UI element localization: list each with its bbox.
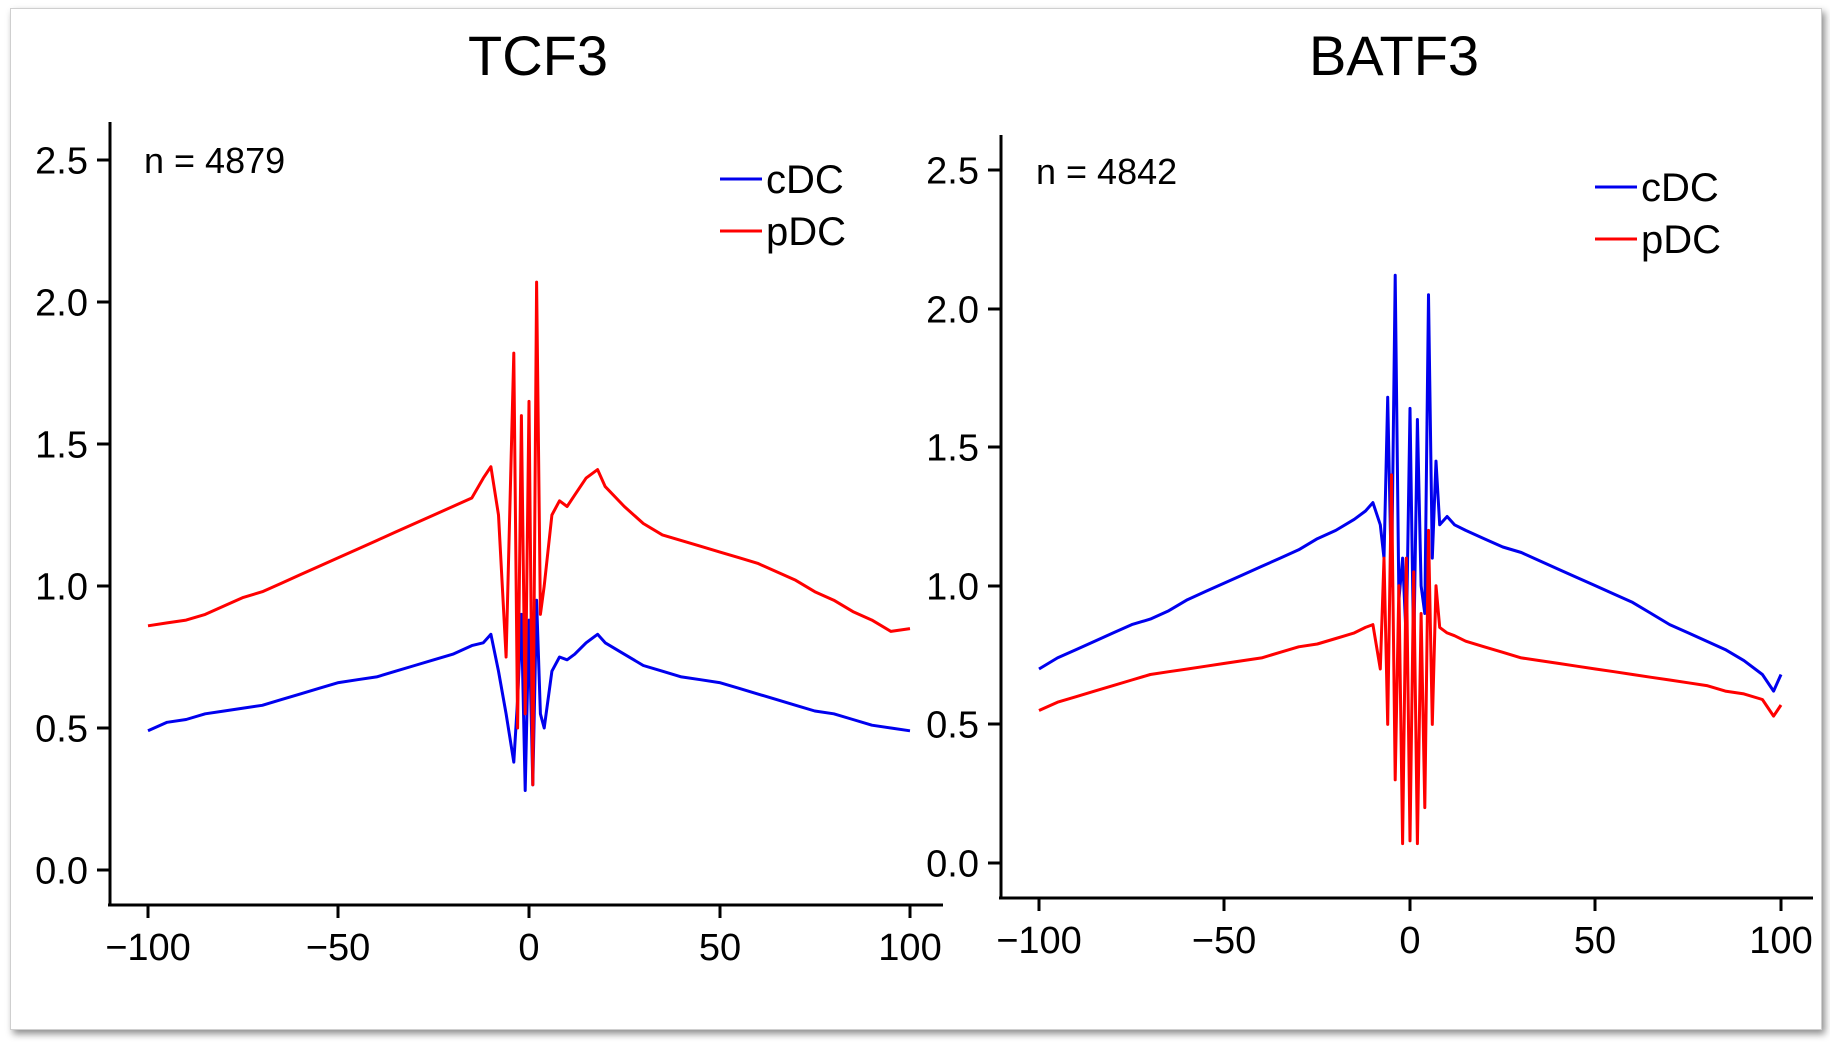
x-tick-label: 50 (1574, 920, 1616, 962)
y-tick-label: 2.0 (926, 289, 979, 331)
y-tick-label: 0.5 (926, 704, 979, 746)
y-tick-label: 1.0 (926, 566, 979, 608)
y-tick: 2.0 (926, 289, 1001, 331)
y-tick: 1.5 (35, 424, 110, 466)
chart-batf3: BATF3 0.0 0.5 1.0 1.5 2.0 (926, 24, 1813, 962)
x-tick-label: 50 (699, 927, 741, 969)
figure-frame (10, 8, 1822, 1030)
plot-lines (1038, 273, 1783, 846)
y-tick-label: 2.5 (35, 140, 88, 182)
chart-title: TCF3 (468, 24, 608, 87)
x-tick-label: −100 (105, 927, 191, 969)
x-axis: −100 −50 0 50 100 (105, 905, 942, 969)
x-tick-label: 0 (518, 927, 539, 969)
y-tick: 1.0 (35, 566, 110, 608)
y-axis: 0.0 0.5 1.0 1.5 2.0 2.5 (926, 150, 1001, 885)
y-tick-label: 1.5 (926, 427, 979, 469)
x-tick: 50 (1574, 898, 1616, 962)
y-tick: 1.0 (926, 566, 1001, 608)
chart-tcf3: TCF3 0.0 0.5 1.0 1.5 2.0 (35, 24, 943, 969)
sample-size-annotation: n = 4879 (144, 140, 285, 181)
y-tick: 2.5 (35, 140, 110, 182)
y-tick: 0.5 (926, 704, 1001, 746)
series-line-cdc (1038, 273, 1783, 693)
y-tick-label: 0.5 (35, 708, 88, 750)
y-tick: 2.0 (35, 282, 110, 324)
y-tick: 0.0 (926, 843, 1001, 885)
x-tick-label: 100 (1749, 920, 1812, 962)
x-tick-label: −50 (1192, 920, 1256, 962)
legend-label-pdc: pDC (766, 210, 846, 254)
x-axis: −100 −50 0 50 100 (996, 898, 1813, 962)
x-tick: 0 (1399, 898, 1421, 962)
x-tick-label: 100 (878, 927, 941, 969)
legend-label-pdc: pDC (1641, 218, 1721, 262)
x-tick: 100 (878, 905, 942, 969)
x-tick: 50 (699, 905, 741, 969)
x-tick-label: −100 (996, 920, 1082, 962)
y-tick-label: 2.0 (35, 282, 88, 324)
y-tick-label: 0.0 (35, 850, 88, 892)
x-tick: −100 (996, 898, 1082, 962)
x-tick: −100 (105, 905, 191, 969)
y-tick: 1.5 (926, 427, 1001, 469)
y-tick-label: 0.0 (926, 843, 979, 885)
x-tick: 100 (1749, 898, 1813, 962)
series-line-pdc (147, 280, 911, 787)
legend: cDC pDC (1595, 166, 1721, 262)
y-axis: 0.0 0.5 1.0 1.5 2.0 2.5 (35, 140, 110, 892)
y-tick-label: 1.0 (35, 566, 88, 608)
series-line-pdc (1038, 473, 1783, 846)
y-tick: 0.5 (35, 708, 110, 750)
legend-label-cdc: cDC (1641, 166, 1719, 210)
y-tick-label: 2.5 (926, 150, 979, 192)
x-tick: −50 (306, 905, 370, 969)
series-line-cdc (147, 598, 911, 792)
x-tick-label: −50 (306, 927, 370, 969)
sample-size-annotation: n = 4842 (1036, 151, 1177, 192)
y-tick-label: 1.5 (35, 424, 88, 466)
x-tick: −50 (1192, 898, 1256, 962)
plot-lines (147, 280, 911, 792)
y-tick: 0.0 (35, 850, 110, 892)
legend-label-cdc: cDC (766, 158, 844, 202)
chart-title: BATF3 (1309, 24, 1479, 87)
x-tick: 0 (518, 905, 540, 969)
legend: cDC pDC (720, 158, 846, 254)
x-tick-label: 0 (1399, 920, 1420, 962)
y-tick: 2.5 (926, 150, 1001, 192)
